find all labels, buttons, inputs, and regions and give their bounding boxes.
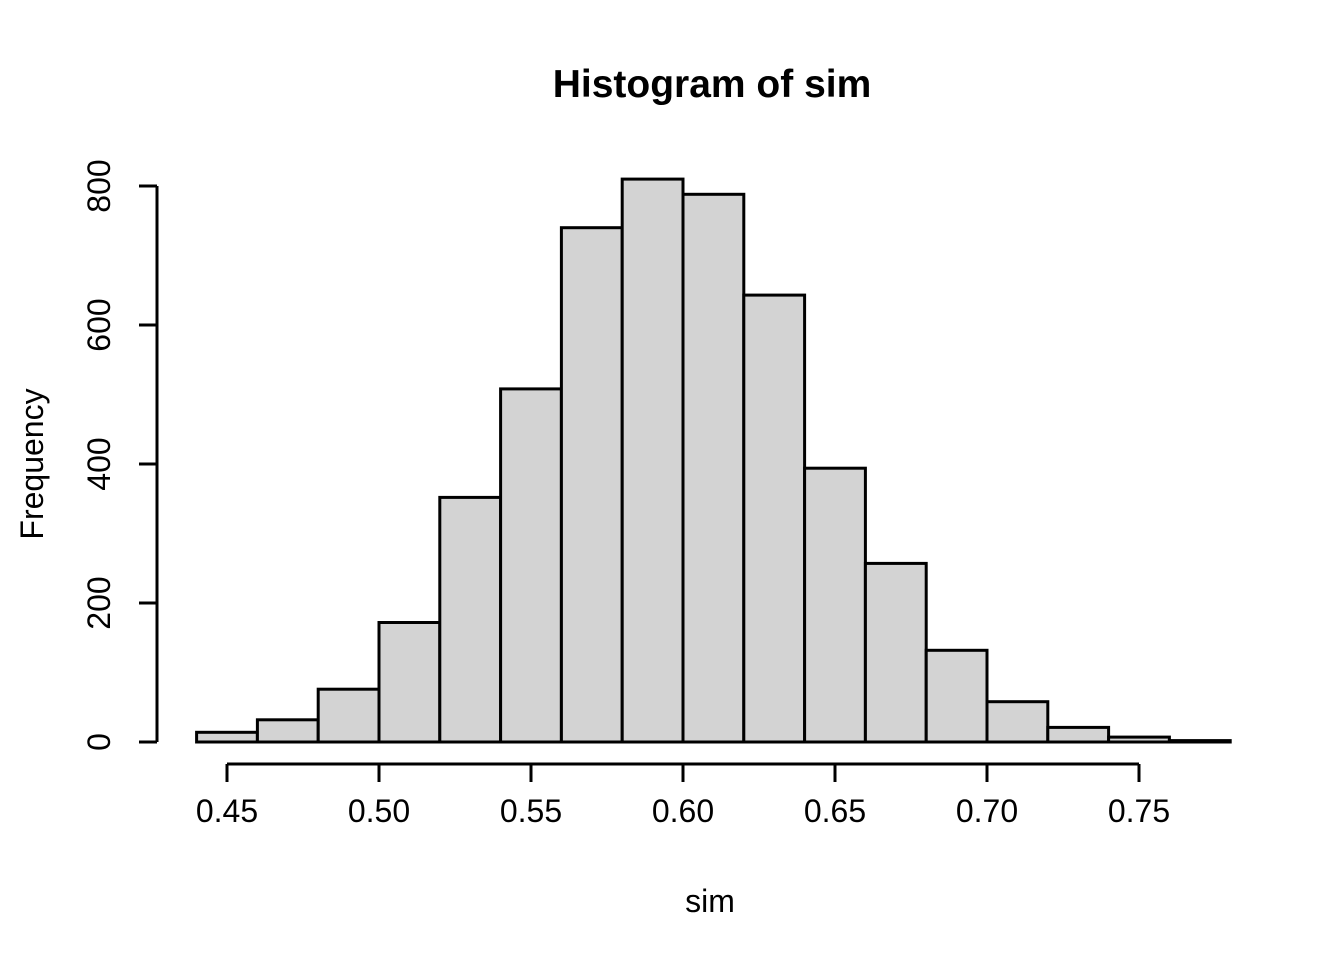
histogram-bar — [255, 718, 320, 744]
y-tick-label: 200 — [81, 576, 117, 629]
y-axis-label: Frequency — [14, 388, 50, 539]
histogram-bar — [1046, 725, 1111, 744]
histogram-bar — [195, 730, 259, 744]
chart-title: Histogram of sim — [553, 63, 872, 106]
histogram-bar — [1107, 735, 1171, 744]
histogram-bar — [620, 177, 685, 744]
x-tick-label: 0.50 — [348, 793, 410, 829]
histogram-bar — [499, 387, 563, 744]
histogram-bar — [438, 495, 503, 744]
y-tick-label: 400 — [81, 437, 117, 490]
histogram-bar — [1167, 739, 1232, 744]
y-axis: 0 200 400 600 800 — [81, 159, 159, 751]
histogram-bar — [559, 226, 624, 744]
histogram-bar — [803, 466, 867, 744]
x-tick-label: 0.45 — [196, 793, 258, 829]
histogram-bar — [985, 700, 1050, 744]
histogram-bar — [924, 648, 989, 744]
histogram-bar — [681, 192, 746, 744]
y-tick-label: 600 — [81, 298, 117, 351]
x-tick-label: 0.55 — [500, 793, 562, 829]
histogram-bar — [377, 621, 442, 744]
x-axis-label: sim — [685, 883, 735, 919]
x-tick-label: 0.75 — [1108, 793, 1170, 829]
histogram-bar — [742, 293, 807, 744]
x-tick-label: 0.60 — [652, 793, 714, 829]
histogram-bars — [195, 177, 1232, 744]
histogram-bar — [863, 561, 928, 744]
y-tick-label: 0 — [81, 733, 117, 751]
histogram-bar — [316, 687, 381, 744]
y-tick-label: 800 — [81, 159, 117, 212]
x-tick-label: 0.65 — [804, 793, 866, 829]
x-tick-label: 0.70 — [956, 793, 1018, 829]
x-axis: 0.45 0.50 0.55 0.60 0.65 0.70 0.75 — [196, 762, 1170, 829]
